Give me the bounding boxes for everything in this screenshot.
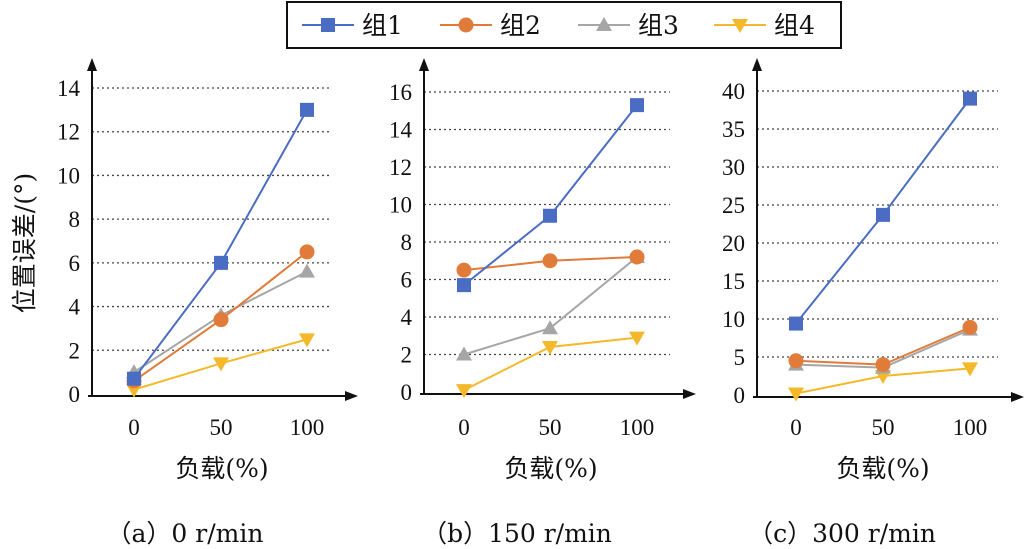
y-tick-label: 6 [69,251,81,276]
y-tick-label: 20 [722,231,745,256]
y-axis-arrow [87,58,97,71]
data-point [456,346,472,361]
y-tick-label: 40 [722,79,745,104]
legend-item: 组1 [302,11,403,40]
y-tick-label: 10 [722,307,745,332]
y-tick-label: 12 [57,120,80,145]
y-tick-label: 0 [401,380,413,405]
data-point [214,255,228,270]
y-tick-label: 4 [69,295,81,320]
data-point [788,387,804,402]
x-axis-title: 负载(%) [504,454,597,483]
data-point [542,320,558,335]
y-axis-arrow [752,58,762,71]
chart-panel: 0 2 4 6 8 10 12 14 16 0 50 100 负载(%) （b）150 r/min [389,58,696,548]
data-point [456,384,472,399]
y-tick-label: 30 [722,155,745,180]
data-point [127,371,141,386]
data-point [962,362,978,377]
x-tick-label: 0 [790,415,802,440]
x-tick-label: 100 [953,415,988,440]
y-tick-label: 16 [389,80,412,105]
legend: 组1 组2 组3 组4 [286,1,842,49]
data-point [876,207,890,222]
y-tick-label: 14 [389,118,413,143]
data-point [299,333,315,348]
legend-marker [321,18,335,32]
data-point [630,98,644,113]
y-tick-label: 12 [389,155,412,180]
y-tick-label: 35 [722,117,745,142]
data-point [299,244,315,260]
data-point [213,357,229,372]
x-tick-label: 50 [539,415,562,440]
y-tick-label: 15 [722,269,745,294]
legend-label: 组4 [774,11,815,40]
x-tick-label: 50 [872,415,895,440]
legend-label: 组1 [362,11,403,40]
data-point [788,353,804,369]
y-tick-label: 6 [401,268,413,293]
x-axis-arrow [683,389,696,399]
data-point [456,262,472,278]
panel-caption: （a）0 r/min [107,519,264,548]
x-tick-label: 100 [290,415,325,440]
data-point [963,91,977,106]
y-tick-label: 4 [401,305,413,330]
y-axis-arrow [419,58,429,71]
legend-label: 组3 [638,11,679,40]
chart-panel: 0 2 4 6 8 10 12 14 0 50 100 负载(%) （a）0 r/min [57,58,358,548]
legend-item: 组3 [578,11,679,40]
y-tick-label: 0 [734,383,746,408]
y-tick-label: 10 [389,193,412,218]
panel-caption: （b）150 r/min [422,519,612,548]
panel-caption: （c）300 r/min [748,519,936,548]
data-point [543,208,557,223]
x-axis-arrow [1011,392,1024,402]
series-line [133,109,308,380]
legend-item: 组2 [440,11,541,40]
data-point [300,102,314,117]
y-tick-label: 8 [401,230,413,255]
y-axis-title: 位置误差/(°) [10,173,39,313]
y-tick-label: 14 [57,76,81,101]
data-point [457,278,471,293]
data-point [542,253,558,269]
y-tick-label: 2 [401,343,413,368]
data-point [875,357,891,373]
legend-label: 组2 [500,11,541,40]
y-tick-label: 25 [722,193,745,218]
data-point [542,341,558,355]
x-tick-label: 50 [210,415,233,440]
y-tick-label: 10 [57,163,80,188]
y-tick-label: 5 [734,345,746,370]
data-point [213,312,229,328]
data-point [299,263,315,278]
x-tick-label: 100 [620,415,655,440]
y-tick-label: 2 [69,338,81,363]
chart-panel: 0 5 10 15 20 25 30 35 40 0 50 100 负载(%) （c）300 r/min [722,58,1024,548]
legend-item: 组4 [714,11,815,40]
data-point [789,316,803,331]
x-tick-label: 0 [458,415,470,440]
legend-marker [596,17,612,31]
data-point [962,319,978,335]
data-point [629,249,645,265]
y-tick-label: 0 [69,382,81,407]
x-axis-title: 负载(%) [175,454,268,483]
legend-marker [732,19,748,33]
x-axis-arrow [345,391,358,401]
data-point [629,331,645,346]
y-tick-label: 8 [69,207,81,232]
x-axis-title: 负载(%) [836,454,929,483]
legend-marker [458,17,474,33]
x-tick-label: 0 [128,415,140,440]
